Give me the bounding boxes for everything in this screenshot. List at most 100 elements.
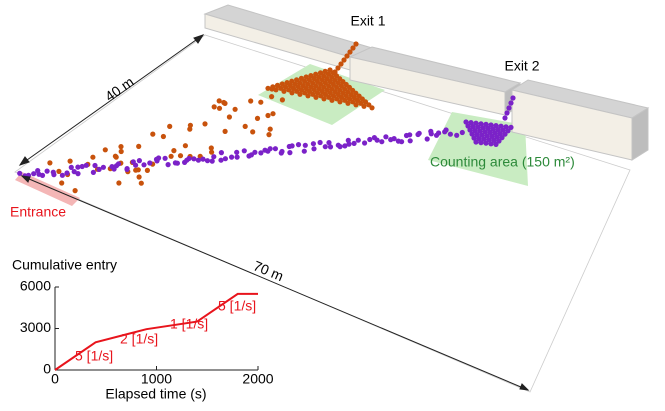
pedestrian — [474, 132, 480, 138]
pedestrian — [116, 180, 122, 186]
pedestrian — [150, 131, 156, 137]
pedestrian — [174, 160, 180, 166]
pedestrian — [267, 146, 273, 152]
pedestrian — [136, 143, 142, 149]
pedestrian — [503, 124, 509, 130]
pedestrian — [242, 123, 248, 129]
pedestrian — [267, 126, 273, 132]
pedestrian — [279, 148, 285, 155]
pedestrian — [478, 140, 484, 146]
pedestrians — [17, 41, 516, 194]
pedestrian — [493, 141, 499, 147]
pedestrian — [59, 172, 65, 178]
pedestrian — [59, 180, 65, 186]
pedestrian — [492, 130, 498, 136]
pedestrian — [327, 144, 334, 150]
pedestrian — [428, 128, 434, 134]
pedestrian — [165, 162, 171, 168]
y-axis-label: Cumulative entry — [12, 257, 117, 273]
pedestrian — [379, 139, 385, 145]
pedestrian — [67, 158, 73, 164]
pedestrian — [342, 143, 348, 149]
pedestrian — [96, 166, 102, 172]
pedestrian — [72, 188, 78, 194]
pedestrian — [353, 102, 359, 108]
pedestrian — [216, 98, 222, 104]
pedestrian — [209, 149, 215, 155]
pedestrian — [480, 125, 486, 131]
pedestrian — [301, 148, 307, 154]
pedestrian — [44, 168, 50, 174]
pedestrian — [317, 139, 323, 146]
pedestrian — [473, 120, 479, 126]
pedestrian — [209, 158, 215, 164]
pedestrian — [252, 149, 258, 155]
pedestrian — [222, 128, 228, 134]
pedestrian — [64, 170, 70, 176]
pedestrian — [508, 124, 514, 130]
pedestrian — [124, 166, 130, 172]
pedestrian — [160, 133, 166, 140]
pedestrian — [407, 138, 413, 144]
pedestrian — [195, 157, 201, 163]
pedestrian — [156, 155, 162, 161]
pedestrian — [208, 145, 214, 151]
pedestrian — [211, 104, 217, 110]
pedestrian — [472, 128, 478, 134]
pedestrian — [31, 171, 37, 177]
pedestrian — [229, 154, 235, 160]
pedestrian — [367, 136, 373, 143]
walls — [203, 4, 650, 161]
pedestrian — [75, 164, 81, 170]
pedestrian — [254, 115, 261, 121]
counting-area-label: Counting area (150 m²) — [430, 154, 575, 170]
pedestrian — [344, 53, 350, 59]
pedestrian — [258, 99, 264, 105]
pedestrian — [459, 129, 465, 136]
pedestrian — [218, 157, 224, 163]
pedestrian — [436, 130, 442, 136]
x-tick-label: 2000 — [242, 371, 273, 387]
pedestrian — [310, 141, 316, 147]
pedestrian — [289, 90, 295, 96]
pedestrian — [211, 154, 217, 160]
pedestrian — [92, 162, 98, 169]
pedestrian — [487, 129, 493, 135]
pedestrian — [90, 154, 96, 160]
pedestrian — [56, 168, 62, 174]
pedestrian — [187, 122, 193, 128]
pedestrian — [90, 169, 96, 175]
pedestrian — [133, 167, 139, 173]
pedestrian — [483, 121, 489, 127]
pedestrian — [258, 150, 264, 156]
pedestrian — [338, 61, 344, 67]
pedestrian — [141, 162, 147, 168]
pedestrian — [232, 106, 238, 112]
pedestrian — [144, 167, 150, 173]
exit-label: Exit 2 — [504, 58, 539, 74]
pedestrian — [75, 171, 81, 177]
pedestrian — [470, 124, 476, 130]
pedestrian — [171, 148, 177, 154]
pedestrian — [270, 111, 276, 117]
entrance-label: Entrance — [10, 204, 66, 220]
pedestrian — [265, 112, 271, 119]
pedestrian — [136, 174, 142, 180]
entrance-area — [15, 172, 80, 206]
pedestrian — [496, 138, 502, 144]
pedestrian — [118, 144, 124, 150]
pedestrian — [138, 180, 144, 186]
pedestrian — [162, 155, 168, 161]
pedestrian — [226, 114, 232, 120]
pedestrian — [115, 161, 122, 167]
pedestrian — [362, 140, 368, 146]
pedestrian — [475, 124, 481, 130]
pedestrian — [505, 128, 511, 134]
pedestrian — [118, 148, 124, 155]
pedestrian — [272, 146, 278, 152]
pedestrian — [234, 149, 240, 155]
pedestrian — [337, 99, 343, 105]
pedestrian — [83, 162, 89, 168]
pedestrian — [499, 135, 505, 141]
